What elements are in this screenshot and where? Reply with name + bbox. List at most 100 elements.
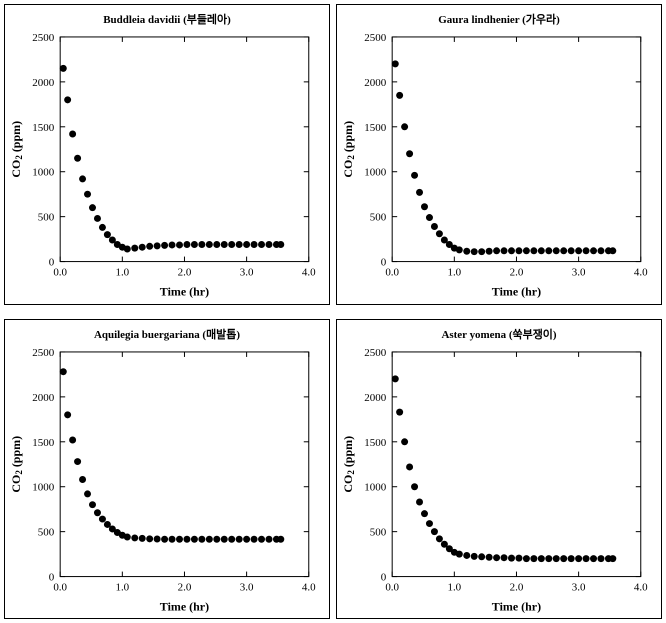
y-tick-label: 1000 (32, 167, 54, 179)
y-tick-label: 2000 (364, 77, 386, 89)
data-point (236, 535, 243, 542)
data-point (99, 515, 106, 522)
x-tick-label: 3.0 (240, 581, 254, 593)
y-tick-label: 0 (381, 571, 387, 583)
data-point (538, 247, 545, 254)
y-axis-label: CO2 (ppm) (341, 121, 356, 178)
data-point (69, 130, 76, 137)
data-point (236, 241, 243, 248)
data-point (508, 247, 515, 254)
data-point (609, 247, 616, 254)
data-point (243, 535, 250, 542)
data-point (131, 534, 138, 541)
x-tick-label: 4.0 (302, 267, 316, 279)
data-point (486, 553, 493, 560)
data-point (401, 123, 408, 130)
y-tick-label: 2000 (32, 391, 54, 403)
data-point (530, 247, 537, 254)
data-point (431, 528, 438, 535)
data-point (431, 223, 438, 230)
x-tick-label: 1.0 (447, 581, 461, 593)
y-tick-label: 1000 (364, 167, 386, 179)
y-tick-label: 1500 (364, 436, 386, 448)
x-tick-label: 2.0 (178, 581, 192, 593)
data-point (154, 535, 161, 542)
chart-aster: Aster yomena (쑥부쟁이)0.01.02.03.04.0050010… (337, 320, 661, 619)
data-point (191, 535, 198, 542)
data-point (463, 248, 470, 255)
data-point (493, 247, 500, 254)
data-point (396, 92, 403, 99)
panel-buddleia: Buddleia davidii (부들레아)0.01.02.03.04.005… (4, 4, 330, 305)
data-point (436, 230, 443, 237)
data-point (406, 150, 413, 157)
chart-gaura: Gaura lindhenier (가우라)0.01.02.03.04.0050… (337, 5, 661, 304)
data-point (583, 555, 590, 562)
data-point (421, 510, 428, 517)
plot-box (392, 351, 641, 576)
data-point (243, 241, 250, 248)
x-tick-label: 1.0 (447, 267, 461, 279)
data-point (198, 241, 205, 248)
data-point (568, 555, 575, 562)
data-point (478, 553, 485, 560)
data-point (104, 231, 111, 238)
x-tick-label: 2.0 (178, 267, 192, 279)
data-point (251, 241, 258, 248)
x-tick-label: 0.0 (53, 581, 67, 593)
data-point (161, 535, 168, 542)
data-point (501, 554, 508, 561)
data-point (411, 483, 418, 490)
data-point (64, 96, 71, 103)
y-tick-label: 500 (38, 212, 55, 224)
x-tick-label: 4.0 (634, 581, 648, 593)
data-point (74, 458, 81, 465)
data-point (84, 191, 91, 198)
data-point (560, 555, 567, 562)
x-tick-label: 3.0 (572, 267, 586, 279)
chart-title: Gaura lindhenier (가우라) (438, 12, 560, 26)
data-point (568, 247, 575, 254)
data-point (575, 247, 582, 254)
data-point (501, 247, 508, 254)
data-point (265, 241, 272, 248)
data-point (590, 247, 597, 254)
x-tick-label: 0.0 (53, 267, 67, 279)
x-tick-label: 0.0 (385, 267, 399, 279)
data-point (94, 509, 101, 516)
data-point (74, 155, 81, 162)
data-point (436, 535, 443, 542)
data-point (69, 436, 76, 443)
data-point (64, 411, 71, 418)
data-point (478, 248, 485, 255)
data-point (456, 550, 463, 557)
data-point (515, 247, 522, 254)
data-point (183, 241, 190, 248)
data-point (154, 242, 161, 249)
x-tick-label: 4.0 (302, 581, 316, 593)
data-point (94, 215, 101, 222)
panel-aquilegia: Aquilegia buergariana (매발톱)0.01.02.03.04… (4, 319, 330, 620)
data-point (131, 245, 138, 252)
data-point (590, 555, 597, 562)
x-tick-label: 4.0 (634, 267, 648, 279)
y-tick-label: 1000 (364, 481, 386, 493)
y-tick-label: 0 (49, 257, 55, 269)
data-point (191, 241, 198, 248)
data-point (515, 554, 522, 561)
data-point (553, 247, 560, 254)
data-point (124, 245, 131, 252)
y-tick-label: 2000 (364, 391, 386, 403)
y-axis-label: CO2 (ppm) (9, 435, 24, 492)
chart-aquilegia: Aquilegia buergariana (매발톱)0.01.02.03.04… (5, 320, 329, 619)
data-point (575, 555, 582, 562)
panel-gaura: Gaura lindhenier (가우라)0.01.02.03.04.0050… (336, 4, 662, 305)
data-point (471, 248, 478, 255)
data-point (206, 241, 213, 248)
data-point (416, 498, 423, 505)
data-point (411, 172, 418, 179)
data-point (463, 551, 470, 558)
data-point (471, 552, 478, 559)
data-point (60, 368, 67, 375)
data-point (392, 375, 399, 382)
